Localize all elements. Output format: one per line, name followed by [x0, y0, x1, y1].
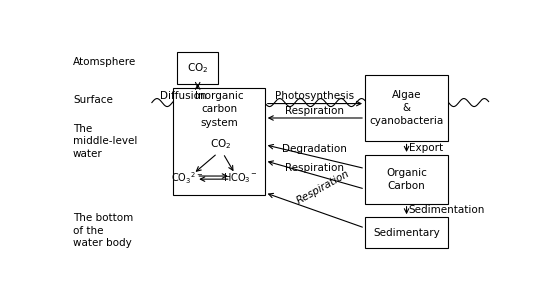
- Text: The bottom
of the
water body: The bottom of the water body: [73, 213, 133, 248]
- FancyBboxPatch shape: [365, 75, 448, 142]
- Text: Surface: Surface: [73, 95, 113, 105]
- FancyBboxPatch shape: [365, 155, 448, 204]
- Text: Degradation: Degradation: [283, 144, 348, 154]
- Text: Inorganic
carbon
system: Inorganic carbon system: [195, 91, 243, 128]
- Text: CO$_3$$^{2-}$: CO$_3$$^{2-}$: [171, 170, 203, 186]
- Text: Photosynthesis: Photosynthesis: [276, 91, 354, 101]
- FancyBboxPatch shape: [173, 88, 265, 195]
- Text: CO$_2$: CO$_2$: [210, 137, 232, 151]
- Text: Export: Export: [409, 143, 443, 153]
- FancyBboxPatch shape: [178, 53, 218, 84]
- Text: Respiration: Respiration: [295, 168, 351, 206]
- Text: Organic
Carbon: Organic Carbon: [386, 168, 427, 191]
- Text: CO$_2$: CO$_2$: [187, 61, 208, 75]
- Text: Atomsphere: Atomsphere: [73, 58, 136, 68]
- Text: The
middle-level
water: The middle-level water: [73, 124, 138, 159]
- Text: Sedimentation: Sedimentation: [409, 205, 485, 216]
- FancyBboxPatch shape: [365, 217, 448, 248]
- Text: Respiration: Respiration: [285, 106, 344, 116]
- Text: HCO$_3$$^-$: HCO$_3$$^-$: [223, 171, 257, 185]
- Text: Sedimentary: Sedimentary: [373, 228, 440, 238]
- Text: Respiration: Respiration: [285, 163, 344, 173]
- Text: Algae
&
cyanobacteria: Algae & cyanobacteria: [370, 90, 444, 126]
- Text: Diffusion: Diffusion: [161, 91, 207, 101]
